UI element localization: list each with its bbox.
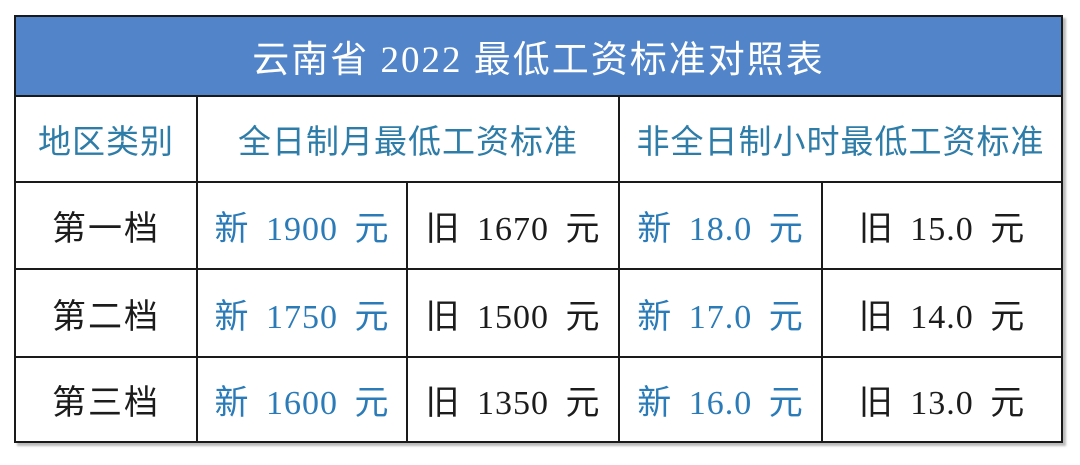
tier-2-monthly-new: 新 1750 元 [198, 270, 408, 358]
tier-2-hourly-new: 新 17.0 元 [620, 270, 823, 358]
wage-comparison-table: 云南省 2022 最低工资标准对照表 地区类别 全日制月最低工资标准 非全日制小… [14, 15, 1063, 443]
tier-2-monthly-old: 旧 1500 元 [408, 270, 620, 358]
tier-1-hourly-old: 旧 15.0 元 [823, 183, 1061, 270]
tier-3-hourly-old: 旧 13.0 元 [858, 385, 1026, 422]
tier-2-hourly-old: 旧 14.0 元 [823, 270, 1061, 358]
header-hourly-minimum-wage: 非全日制小时最低工资标准 [620, 97, 1061, 183]
tier-3-monthly-new: 新 1600 元 [198, 358, 408, 441]
tier-2-label: 第二档 [16, 270, 198, 358]
tier-3-hourly-new: 新 16.0 元 [620, 358, 823, 441]
header-monthly-minimum-wage: 全日制月最低工资标准 [198, 97, 620, 183]
tier-3-monthly-old: 旧 1350 元 [408, 358, 620, 441]
tier-1-hourly-new: 新 18.0 元 [620, 183, 823, 270]
tier-1-label: 第一档 [16, 183, 198, 270]
tier-1-monthly-old: 旧 1670 元 [408, 183, 620, 270]
tier-1-monthly-new: 新 1900 元 [198, 183, 408, 270]
table-title: 云南省 2022 最低工资标准对照表 [16, 17, 1061, 97]
tier-3-label: 第三档 [16, 358, 198, 441]
header-region-category: 地区类别 [16, 97, 198, 183]
